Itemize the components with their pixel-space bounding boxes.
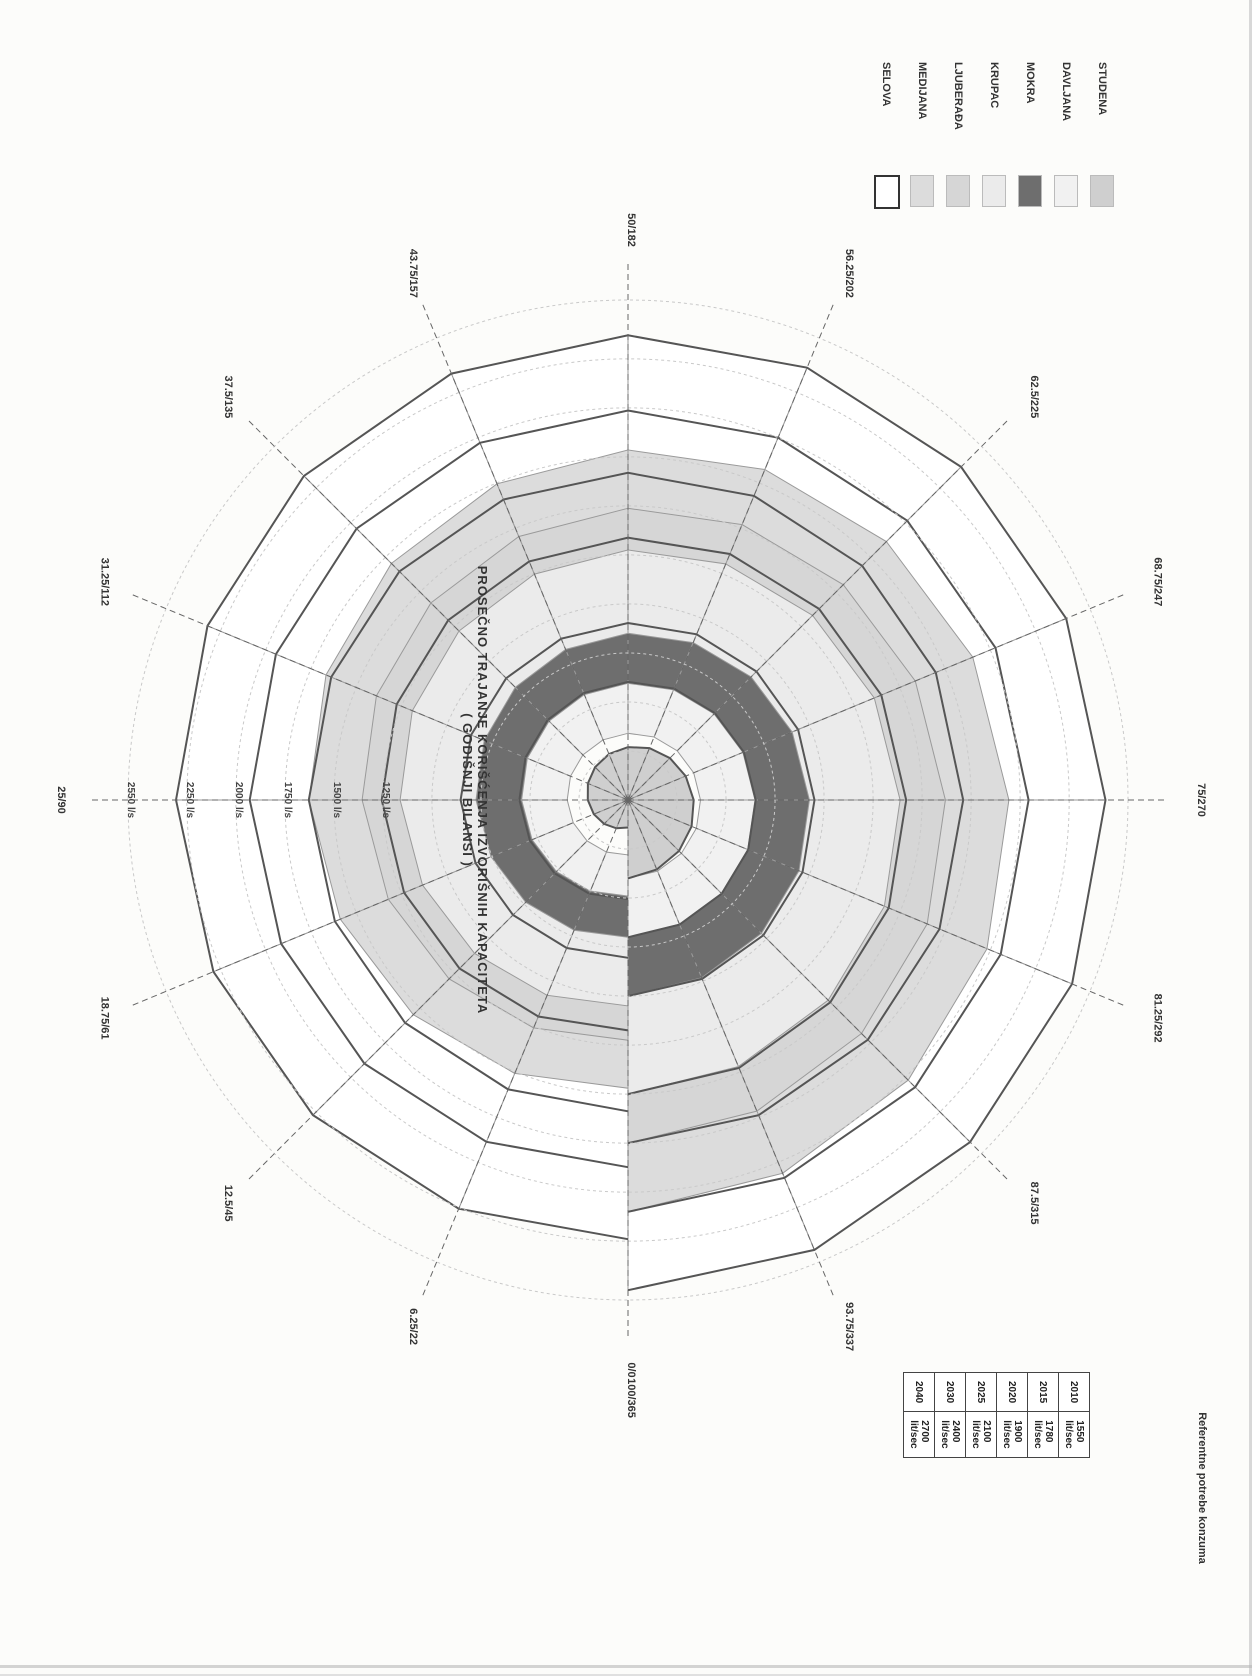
outline-davljana (518, 680, 757, 939)
reference-table-grid: 2010 1550 lit/sec 2015 1780 lit/sec 2020 1900… (903, 1372, 1090, 1458)
chart-title-line-1: PROSEČNO TRAJANJE KORIŠĆENJA IZVORIŠNIH … (475, 565, 490, 1015)
grid-ring (529, 701, 727, 899)
angle-label: 37.5/135 (222, 375, 234, 418)
grid-spoke (128, 799, 629, 1008)
reference-table-title: Referentne potrebe konzuma (1196, 1412, 1208, 1564)
table-cell-year: 2020 (996, 1372, 1028, 1412)
legend-swatch-mokra (1018, 175, 1042, 207)
angle-label: 0/0 (625, 1362, 637, 1377)
table-row: 2025 2100 lit/sec (965, 1372, 997, 1458)
table-row: 2015 1780 lit/sec (1027, 1372, 1059, 1458)
grid-spoke (627, 300, 836, 801)
legend-label: DAVLJANA (1060, 62, 1072, 122)
outline-mokra (459, 621, 816, 998)
legend-label: MEDIJANA (916, 62, 928, 120)
outline-ljuberađa (307, 471, 965, 1145)
legend-swatch-medijana (910, 175, 934, 207)
spiral-bands (175, 334, 1107, 1291)
grid-ring (480, 652, 776, 948)
outline-medijana (248, 409, 1030, 1213)
grid-spoke (627, 592, 1128, 801)
grid-spoke (627, 799, 836, 1300)
ring-tick-labels: 2550 l/s 2250 l/s 2000 l/s 1750 l/s 1500 l/s… (125, 782, 391, 819)
grid-spoke (128, 592, 629, 801)
grid-spoke (245, 799, 629, 1183)
ring-label: 2250 l/s (184, 782, 195, 819)
angle-label: 50/182 (625, 213, 637, 247)
table-cell-year: 2030 (934, 1372, 966, 1412)
ring-label: 1250 l/s (380, 782, 391, 819)
legend-swatch-studena (1090, 175, 1114, 207)
legend-swatch-davljana (1054, 175, 1078, 207)
legend-swatch-krupac (982, 175, 1006, 207)
table-row: 2030 2400 lit/sec (934, 1372, 966, 1458)
angle-label: 12.5/45 (222, 1185, 234, 1222)
angle-label: 25/90 (55, 786, 67, 814)
angle-label: 62.5/225 (1028, 375, 1040, 418)
table-cell-value: 2700 lit/sec (903, 1411, 935, 1458)
grid-spoke (627, 799, 1128, 1008)
ring-label: 1750 l/s (282, 782, 293, 819)
legend-label: KRUPAC (988, 62, 1000, 109)
table-cell-year: 2010 (1058, 1372, 1090, 1412)
table-cell-value: 2100 lit/sec (965, 1411, 997, 1458)
chart-title-block: PROSEČNO TRAJANJE KORIŠĆENJA IZVORIŠNIH … (430, 510, 490, 1070)
angle-label: 31.25/112 (98, 558, 110, 606)
angle-label: 81.25/292 (1152, 994, 1164, 1043)
table-row: 2040 2700 lit/sec (903, 1372, 935, 1458)
angle-label: 68.75/247 (1152, 557, 1164, 606)
legend-swatch-ljuberađa (946, 175, 970, 207)
angle-label: 100/365 (625, 1378, 637, 1418)
grid-spokes (88, 260, 1168, 1340)
table-row: 2010 1550 lit/sec (1058, 1372, 1090, 1458)
table-cell-value: 1550 lit/sec (1058, 1411, 1090, 1458)
angle-tick-labels: 0/0 6.25/22 12.5/45 18.75/61 25/90 31.25/112 3… (55, 213, 1207, 1418)
chart-title-line-2: ( GODIŠNJI BILANSI ) (460, 713, 475, 867)
table-row: 2020 1900 lit/sec (996, 1372, 1028, 1458)
grid-spoke (420, 300, 629, 801)
legend-label: MOKRA (1024, 62, 1036, 104)
angle-label: 75/270 (1195, 783, 1207, 817)
angle-label: 43.75/157 (407, 249, 419, 298)
ring-label: 1500 l/s (331, 782, 342, 819)
table-cell-year: 2015 (1027, 1372, 1059, 1412)
legend-swatch-selova (874, 175, 900, 209)
angle-label: 87.5/315 (1028, 1182, 1040, 1225)
grid-spoke (245, 417, 629, 801)
ring-label: 2550 l/s (125, 782, 136, 819)
angle-label: 56.25/202 (843, 249, 855, 298)
angle-label: 6.25/22 (407, 1308, 419, 1345)
grid-ring (431, 603, 825, 997)
table-cell-value: 1900 lit/sec (996, 1411, 1028, 1458)
table-cell-year: 2040 (903, 1372, 935, 1412)
grid-spoke (420, 799, 629, 1300)
angle-label: 93.75/337 (843, 1302, 855, 1351)
table-cell-year: 2025 (965, 1372, 997, 1412)
grid-ring (578, 750, 678, 850)
legend-label: LJUBERAĐA (952, 62, 964, 130)
grid-spoke (627, 799, 1011, 1183)
ring-label: 2000 l/s (233, 782, 244, 819)
table-cell-value: 2400 lit/sec (934, 1411, 966, 1458)
scan-edge-line (0, 1665, 1252, 1668)
table-cell-value: 1780 lit/sec (1027, 1411, 1059, 1458)
grid-spoke (627, 417, 1011, 801)
angle-label: 18.75/61 (98, 997, 110, 1040)
legend-label: SELOVA (880, 62, 892, 107)
legend-label: STUDENA (1096, 62, 1108, 116)
